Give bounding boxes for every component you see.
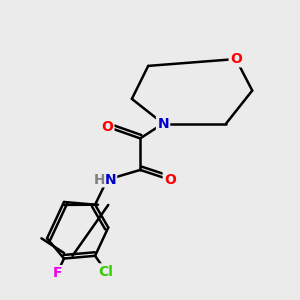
Text: N: N [157,116,169,130]
Text: O: O [164,173,176,187]
Text: Cl: Cl [99,265,114,279]
Text: O: O [230,52,242,66]
Text: H: H [94,173,106,187]
Text: O: O [101,120,113,134]
Text: F: F [52,266,62,280]
Text: N: N [105,173,117,187]
